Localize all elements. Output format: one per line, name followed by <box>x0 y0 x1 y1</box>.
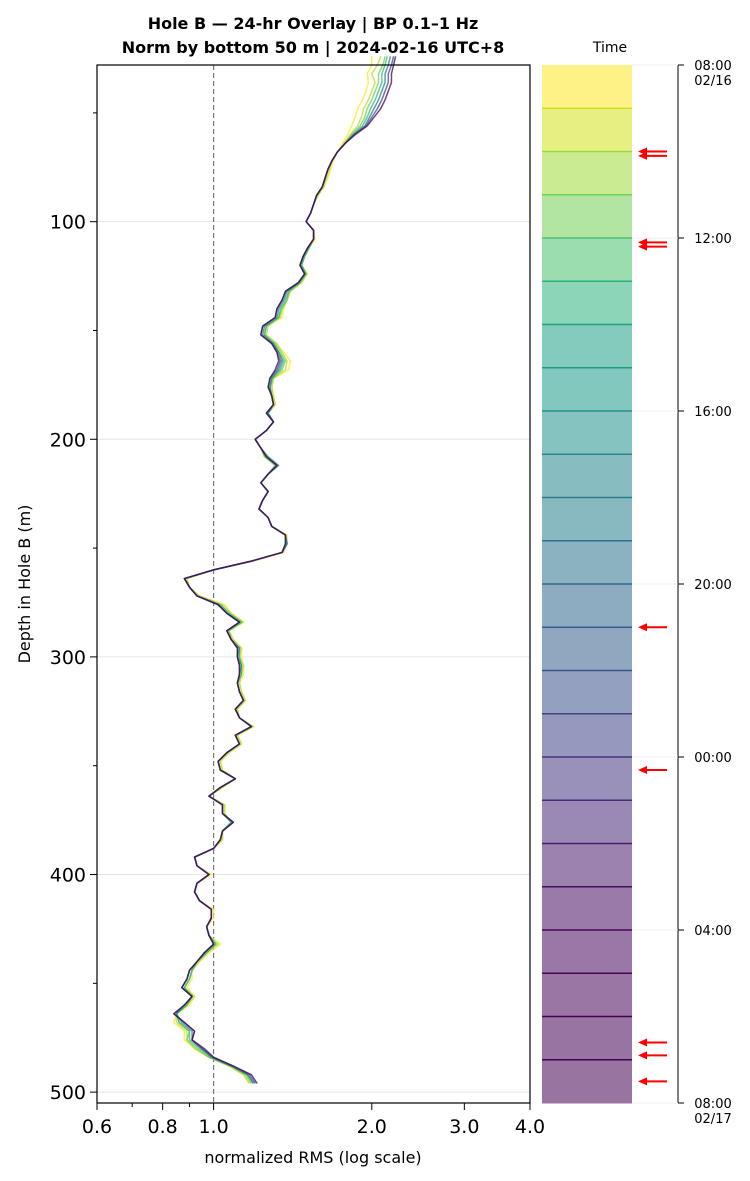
y-tick-label: 200 <box>50 429 86 451</box>
colorbar <box>542 65 632 1104</box>
plot-frame <box>96 64 531 1104</box>
colorbar-tick-label: 12:00 <box>694 232 731 247</box>
y-tick-label: 400 <box>50 865 86 887</box>
colorbar-band <box>542 584 632 628</box>
colorbar-band <box>542 454 632 498</box>
y-tick-label: 300 <box>50 647 86 669</box>
colorbar-band <box>542 194 632 239</box>
x-tick-label: 3.0 <box>449 1116 479 1138</box>
series-line-0800 <box>173 56 373 1084</box>
colorbar-band <box>542 540 632 585</box>
colorbar-markers <box>638 147 667 1086</box>
series-line-2000 <box>175 56 392 1084</box>
colorbar-band <box>542 324 632 369</box>
y-tick-label: 100 <box>50 212 86 234</box>
colorbar-band <box>542 800 632 844</box>
colorbar-band <box>542 151 632 196</box>
colorbar-marker-head <box>638 623 647 632</box>
colorbar-band <box>542 670 632 715</box>
colorbar-tick-label: 20:00 <box>694 578 731 593</box>
colorbar-band <box>542 497 632 542</box>
series-lines <box>173 56 397 1084</box>
colorbar-band <box>542 1059 632 1104</box>
colorbar-marker-head <box>638 242 647 251</box>
colorbar-band <box>542 108 632 152</box>
colorbar-marker-head <box>638 1051 647 1060</box>
colorbar-band <box>542 281 632 325</box>
colorbar-band <box>542 843 632 888</box>
x-tick-label: 2.0 <box>357 1116 387 1138</box>
colorbar-band <box>542 973 632 1017</box>
colorbar-tick-sublabel: 02/16 <box>694 74 731 89</box>
colorbar-marker-head <box>638 765 647 774</box>
colorbar-band <box>542 713 632 758</box>
colorbar-band <box>542 627 632 671</box>
colorbar-band <box>542 930 632 974</box>
colorbar-tick-label: 08:00 <box>694 59 731 74</box>
colorbar-band <box>542 367 632 412</box>
colorbar-marker-head <box>638 1038 647 1047</box>
colorbar-ticks: 08:0002/1612:0016:0020:0000:0004:0008:00… <box>632 59 732 1127</box>
colorbar-band <box>542 757 632 801</box>
colorbar-label: Time <box>592 40 627 56</box>
x-tick-label: 4.0 <box>515 1116 545 1138</box>
colorbar-band <box>542 238 632 282</box>
colorbar-tick-label: 04:00 <box>694 924 731 939</box>
colorbar-band <box>542 886 632 931</box>
colorbar-tick-sublabel: 02/17 <box>694 1112 731 1127</box>
x-tick-label: 0.8 <box>148 1116 178 1138</box>
x-tick-label: 1.0 <box>198 1116 228 1138</box>
chart-title-line-1: Hole B — 24-hr Overlay | BP 0.1–1 Hz <box>148 14 479 34</box>
x-axis-label: normalized RMS (log scale) <box>204 1148 421 1167</box>
colorbar-band <box>542 65 632 109</box>
x-tick-label: 0.6 <box>82 1116 112 1138</box>
colorbar-band <box>542 1016 632 1061</box>
y-axis-ticks: 100 200 300 400 500 <box>50 112 97 1104</box>
series-line-0600 <box>173 56 397 1084</box>
colorbar-tick-label: 08:00 <box>694 1097 731 1112</box>
y-axis-label: Depth in Hole B (m) <box>15 505 34 664</box>
grid-lines <box>97 221 530 1093</box>
colorbar-marker-head <box>638 151 647 160</box>
colorbar-band <box>542 411 632 455</box>
colorbar-tick-label: 16:00 <box>694 405 731 420</box>
x-axis-ticks: 0.6 0.8 1.0 2.0 3.0 4.0 <box>82 1103 545 1138</box>
y-tick-label: 500 <box>50 1082 86 1104</box>
chart-title-line-2: Norm by bottom 50 m | 2024-02-16 UTC+8 <box>122 38 505 58</box>
colorbar-tick-label: 00:00 <box>694 751 731 766</box>
colorbar-marker-head <box>638 1077 647 1086</box>
